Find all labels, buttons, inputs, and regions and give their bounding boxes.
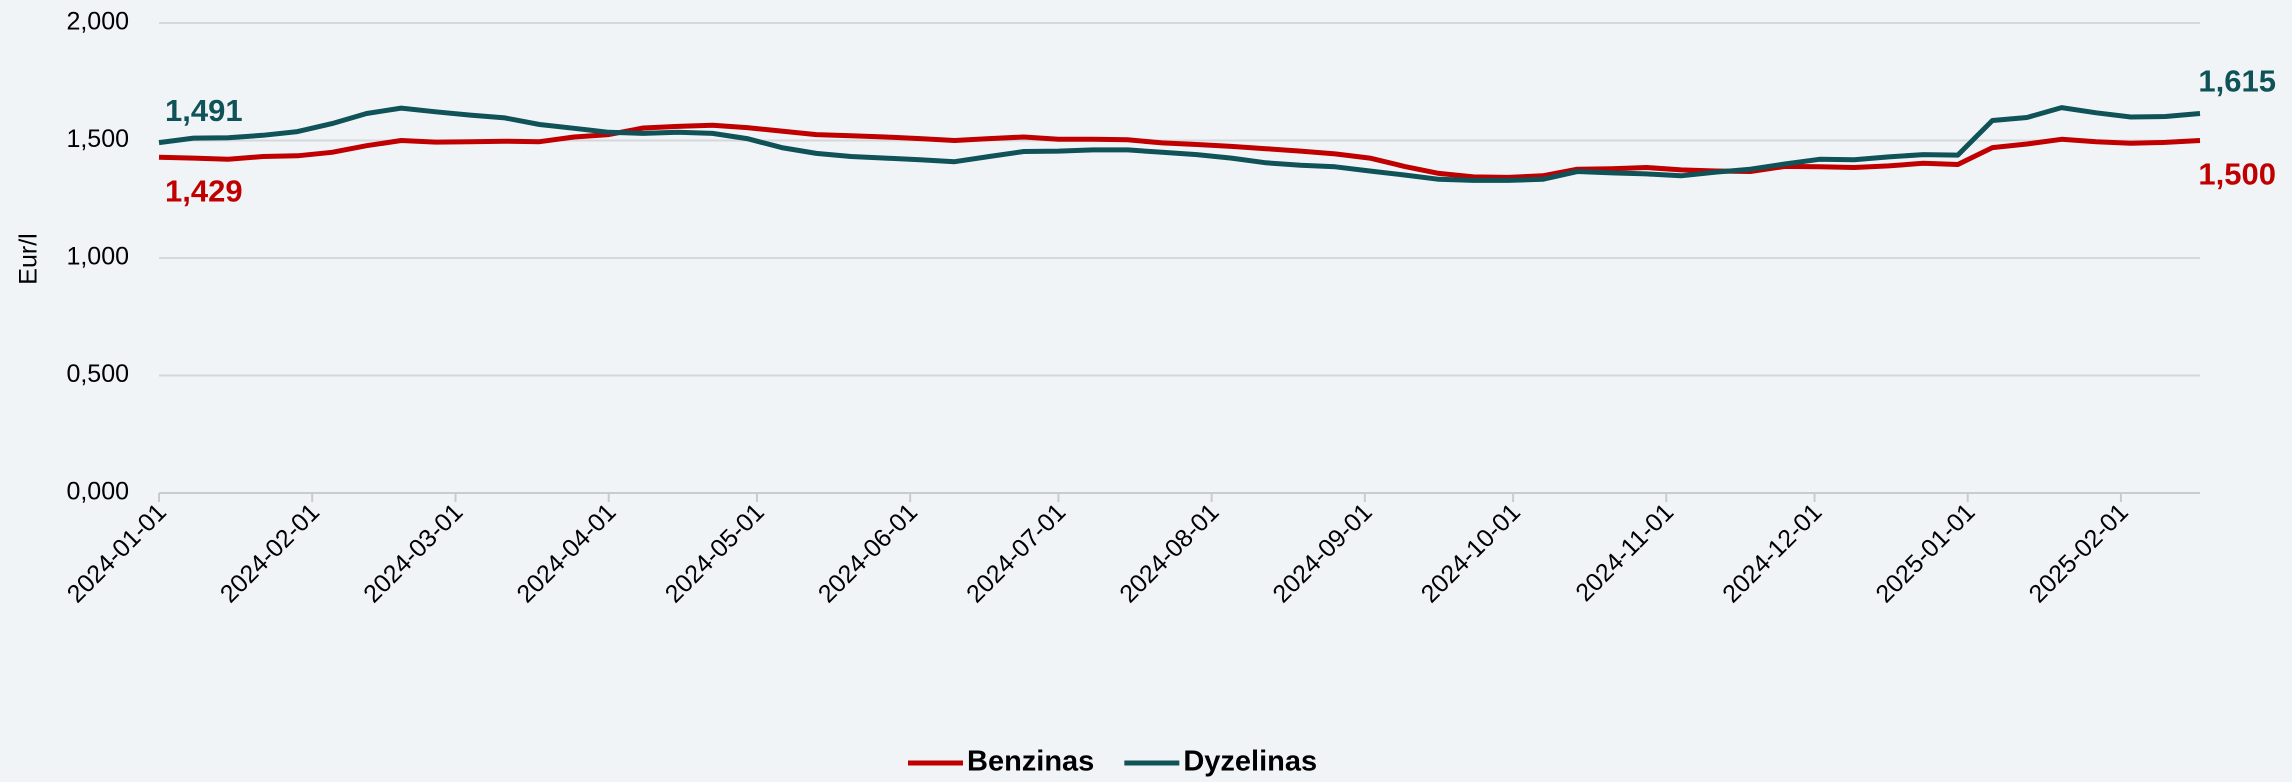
y-tick-label: 0,000	[66, 478, 129, 506]
legend-label: Benzinas	[967, 746, 1094, 778]
y-axis-label: Eur/l	[15, 233, 43, 284]
y-tick-label: 1,000	[66, 243, 129, 271]
y-tick-label: 0,500	[66, 360, 129, 388]
line	[158, 105, 2201, 183]
legend-label: Dyzelinas	[1183, 746, 1317, 778]
data-label: 1,429	[165, 173, 243, 208]
data-label: 1,615	[2198, 64, 2276, 99]
y-tick-label: 2,000	[66, 8, 129, 36]
line	[158, 122, 2201, 180]
data-label: 1,491	[165, 93, 243, 128]
y-tick-label: 1,500	[66, 125, 129, 153]
data-label: 1,500	[2198, 157, 2276, 192]
